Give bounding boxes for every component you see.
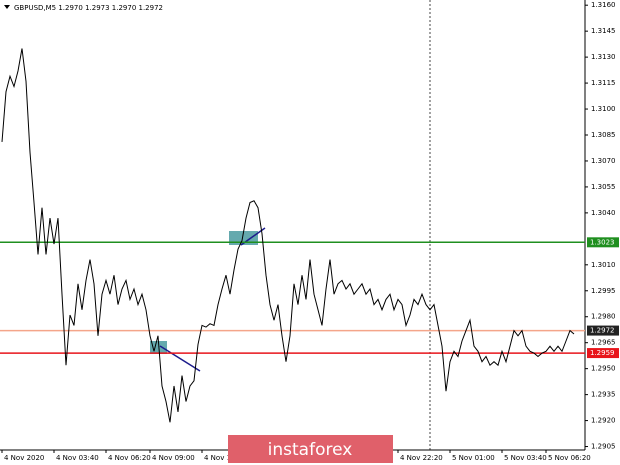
level-label: 1.2972	[590, 327, 615, 335]
y-tick-label: 1.3085	[591, 131, 616, 139]
level-tag	[587, 325, 619, 336]
y-tick-label: 1.3040	[591, 209, 616, 217]
x-tick-label: 5 Nov 01:00	[452, 454, 495, 462]
level-label: 1.2959	[590, 349, 615, 357]
y-tick-label: 1.3115	[591, 79, 616, 87]
y-tick-label: 1.3100	[591, 105, 616, 113]
x-tick-label: 4 Nov 1	[204, 454, 231, 462]
y-tick-label: 1.3130	[591, 53, 616, 61]
x-tick-label: 5 Nov 03:40	[504, 454, 547, 462]
y-tick-label: 1.2995	[591, 287, 616, 295]
level-tag	[587, 237, 619, 248]
y-tick-label: 1.3055	[591, 183, 616, 191]
x-tick-label: 4 Nov 09:00	[152, 454, 195, 462]
y-tick-label: 1.3070	[591, 157, 616, 165]
menu-arrow	[4, 5, 10, 9]
watermark: instaforex	[228, 435, 393, 463]
y-tick-label: 1.2905	[591, 443, 616, 451]
x-tick-label: 4 Nov 2020	[4, 454, 44, 462]
trend-line	[159, 345, 201, 372]
watermark-text: instaforex	[268, 440, 353, 460]
chart-title: GBPUSD,M5 1.2970 1.2973 1.2970 1.2972	[14, 4, 163, 12]
x-tick-label: 4 Nov 22:20	[400, 454, 443, 462]
x-tick-label: 4 Nov 06:20	[108, 454, 151, 462]
level-tag	[587, 348, 619, 359]
y-tick-label: 1.3160	[591, 1, 616, 9]
x-tick-label: 5 Nov 06:20	[548, 454, 591, 462]
watermark-box	[228, 435, 393, 463]
y-tick-label: 1.2950	[591, 365, 616, 373]
y-tick-label: 1.3145	[591, 27, 616, 35]
y-tick-label: 1.2980	[591, 313, 616, 321]
y-tick-label: 1.2965	[591, 339, 616, 347]
y-tick-label: 1.2935	[591, 391, 616, 399]
y-tick-label: 1.2920	[591, 417, 616, 425]
x-tick-label: 4 Nov 03:40	[56, 454, 99, 462]
y-tick-label: 1.3010	[591, 261, 616, 269]
level-label: 1.3023	[590, 238, 615, 246]
price-line	[1, 48, 575, 423]
zone-box	[229, 231, 258, 245]
